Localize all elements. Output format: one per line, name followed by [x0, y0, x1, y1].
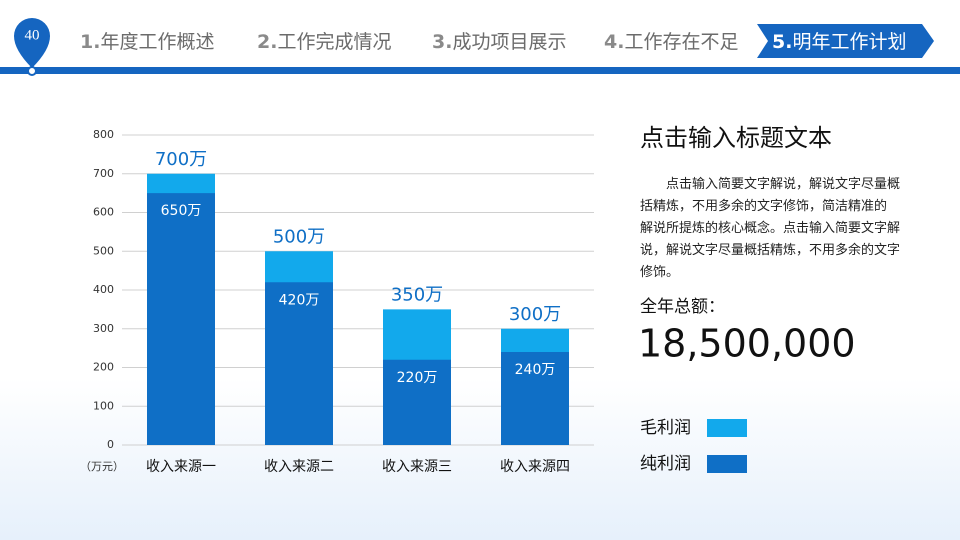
nav-num: 3.: [432, 31, 452, 53]
nav-num: 1.: [80, 31, 100, 53]
x-tick-label: 收入来源一: [146, 459, 216, 475]
nav-item[interactable]: 2.工作完成情况: [257, 31, 391, 53]
nav-item[interactable]: 5.明年工作计划: [772, 31, 906, 53]
x-tick-label: 收入来源二: [264, 459, 334, 475]
legend-swatch: [707, 455, 747, 473]
x-tick-label: 收入来源三: [382, 459, 452, 475]
nav-label: 工作存在不足: [624, 31, 738, 53]
nav-label: 成功项目展示: [452, 31, 566, 53]
nav-label: 年度工作概述: [100, 31, 214, 53]
nav-active-bg: [757, 24, 934, 58]
y-tick-label: 500: [93, 244, 114, 257]
y-tick-label: 800: [93, 128, 114, 141]
y-axis-label: （万元）: [80, 460, 124, 473]
bar: [265, 282, 333, 445]
page-badge: [14, 18, 50, 68]
y-tick-label: 200: [93, 361, 114, 374]
nav-label: 工作完成情况: [277, 31, 391, 53]
legend-swatch: [707, 419, 747, 437]
total-value: 18,500,000: [638, 322, 856, 366]
nav-num: 2.: [257, 31, 277, 53]
nav-num: 4.: [604, 31, 624, 53]
value-label: 300万: [509, 304, 561, 325]
value-label: 700万: [155, 149, 207, 170]
page-number: 40: [25, 27, 40, 43]
nav-num: 5.: [772, 31, 792, 53]
value-label: 650万: [161, 203, 202, 219]
nav-label: 明年工作计划: [792, 31, 906, 53]
bar: [501, 352, 569, 445]
value-label: 350万: [391, 284, 443, 305]
y-tick-label: 400: [93, 283, 114, 296]
y-tick-label: 0: [107, 438, 114, 451]
bar: [383, 359, 451, 445]
panel-body: 点击输入简要文字解说，解说文字尽量概括精炼，不用多余的文字修饰，简洁精准的 解说…: [640, 177, 901, 280]
panel-title: 点击输入标题文本: [640, 124, 832, 152]
y-tick-label: 600: [93, 206, 114, 219]
value-label: 500万: [273, 226, 325, 247]
legend-label: 毛利润: [640, 418, 691, 438]
y-tick-label: 100: [93, 399, 114, 412]
x-tick-label: 收入来源四: [500, 459, 570, 475]
value-label: 220万: [397, 370, 438, 386]
bar: [147, 193, 215, 445]
nav-item[interactable]: 4.工作存在不足: [604, 31, 738, 53]
badge-dot: [27, 66, 37, 76]
legend-label: 纯利润: [640, 454, 691, 474]
y-tick-label: 700: [93, 167, 114, 180]
nav-item[interactable]: 3.成功项目展示: [432, 31, 566, 53]
y-tick-label: 300: [93, 322, 114, 335]
total-label: 全年总额：: [640, 297, 725, 317]
nav-item[interactable]: 1.年度工作概述: [80, 31, 214, 53]
value-label: 420万: [279, 292, 320, 308]
value-label: 240万: [515, 362, 556, 378]
header-bar: [0, 67, 960, 74]
